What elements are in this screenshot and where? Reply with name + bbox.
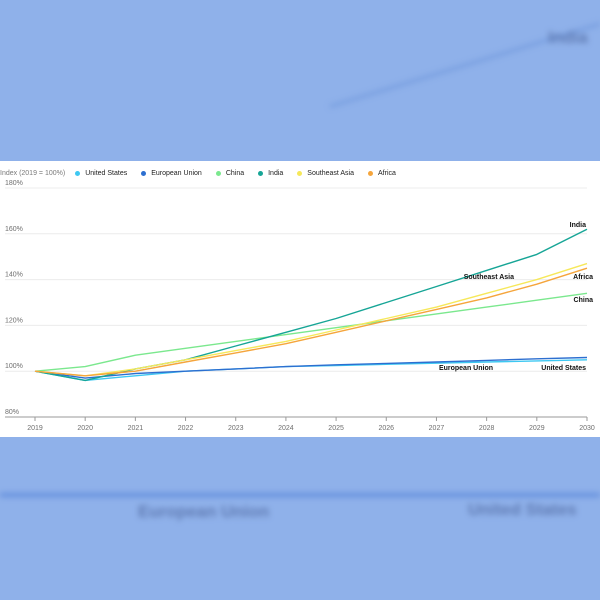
legend-dot-africa (368, 170, 373, 176)
x-tick-label-2023: 2023 (228, 425, 244, 432)
legend-label-india: India (268, 169, 284, 177)
blurred-us-label: United States (468, 500, 577, 519)
legend-item-united-states[interactable]: United States (75, 170, 127, 177)
series-line-united-states (34, 359, 588, 382)
legend-item-africa[interactable]: Africa (368, 170, 396, 177)
end-label-united-states: United States (541, 365, 586, 372)
y-tick-label-160: 160% (5, 226, 23, 233)
end-label-european-union: European Union (439, 365, 493, 372)
x-tick-label-2020: 2020 (77, 425, 93, 432)
x-tick-label-2029: 2029 (529, 425, 545, 432)
x-tick-label-2021: 2021 (128, 425, 144, 432)
legend-item-india[interactable]: India (258, 170, 283, 177)
end-label-southeast-asia: Southeast Asia (464, 274, 514, 281)
x-tick-label-2024: 2024 (278, 425, 294, 432)
x-tick-label-2025: 2025 (328, 425, 344, 432)
y-tick-label-120: 120% (5, 317, 23, 324)
series-line-india (34, 228, 588, 382)
legend-label-european-union: European Union (151, 169, 202, 177)
series-line-china (34, 292, 588, 372)
blurred-india-label: India (548, 28, 588, 47)
legend-dot-united-states (75, 170, 81, 176)
blurred-eu-line (0, 493, 600, 497)
end-label-africa: Africa (573, 274, 593, 281)
y-tick-label-100: 100% (5, 363, 23, 370)
legend-label-united-states: United States (85, 169, 128, 177)
chart-legend: Index (2019 = 100%) United States Europea… (0, 166, 600, 180)
legend-item-southeast-asia[interactable]: Southeast Asia (297, 170, 354, 177)
x-tick-label-2027: 2027 (429, 425, 445, 432)
legend-label-china: China (225, 169, 245, 177)
y-tick-label-180: 180% (5, 180, 23, 187)
legend-dot-china (215, 170, 221, 176)
x-tick-label-2030: 2030 (579, 425, 595, 432)
y-tick-label-80: 80% (5, 409, 19, 416)
line-chart: 80% 100% 120% 140% 160% 180% 2019 2020 2021 2022 2… (5, 180, 595, 432)
x-tick-label-2028: 2028 (479, 425, 495, 432)
series-line-africa (34, 267, 588, 377)
end-label-india: India (570, 222, 586, 229)
legend-item-european-union[interactable]: European Union (141, 170, 202, 177)
series-line-european-union (34, 356, 588, 379)
legend-dot-european-union (141, 170, 147, 176)
legend-dot-india (258, 170, 264, 176)
legend-dot-southeast-asia (297, 170, 303, 176)
y-axis-title: Index (2019 = 100%) (0, 169, 66, 177)
x-tick-label-2026: 2026 (378, 425, 394, 432)
y-tick-label-140: 140% (5, 272, 23, 279)
x-tick-label-2019: 2019 (27, 425, 43, 432)
chart-card: Index (2019 = 100%) United States Europea… (0, 161, 600, 437)
blurred-india-line (329, 8, 600, 108)
legend-item-china[interactable]: China (215, 169, 245, 177)
blurred-eu-label: European Union (138, 502, 270, 521)
legend-label-southeast-asia: Southeast Asia (307, 169, 354, 177)
legend-label-africa: Africa (378, 169, 396, 177)
end-label-china: China (574, 297, 594, 304)
x-tick-label-2022: 2022 (178, 425, 194, 432)
series-line-southeast-asia (34, 262, 588, 377)
